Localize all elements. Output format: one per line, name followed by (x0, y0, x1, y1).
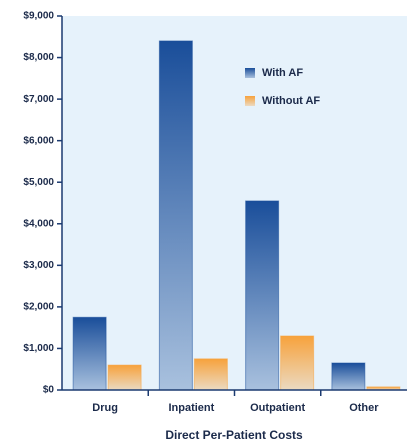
x-tick-label: Drug (92, 402, 118, 414)
y-tick-label: $1,000 (23, 343, 54, 354)
y-tick-label: $4,000 (23, 218, 54, 229)
y-tick-label: $2,000 (23, 302, 54, 313)
bar (72, 316, 107, 391)
y-tick-label: $3,000 (23, 260, 54, 271)
bar (280, 335, 315, 391)
y-tick-label: $9,000 (23, 11, 54, 22)
legend-label: With AF (262, 67, 303, 79)
bar (331, 362, 366, 391)
legend-swatch (245, 96, 255, 106)
x-tick-label: Outpatient (250, 402, 305, 414)
bar (245, 200, 280, 391)
y-tick-label: $5,000 (23, 177, 54, 188)
bar (107, 364, 142, 391)
legend-label: Without AF (262, 95, 320, 107)
x-tick-label: Other (349, 402, 379, 414)
x-tick-label: Inpatient (168, 402, 214, 414)
legend-swatch (245, 68, 255, 78)
plot-background (62, 16, 407, 390)
y-tick-label: $7,000 (23, 94, 54, 105)
y-tick-label: $8,000 (23, 52, 54, 63)
x-axis-label: Direct Per-Patient Costs (165, 428, 303, 442)
y-tick-label: $0 (43, 385, 55, 396)
bar (158, 40, 193, 391)
bar (193, 358, 228, 391)
y-tick-label: $6,000 (23, 135, 54, 146)
